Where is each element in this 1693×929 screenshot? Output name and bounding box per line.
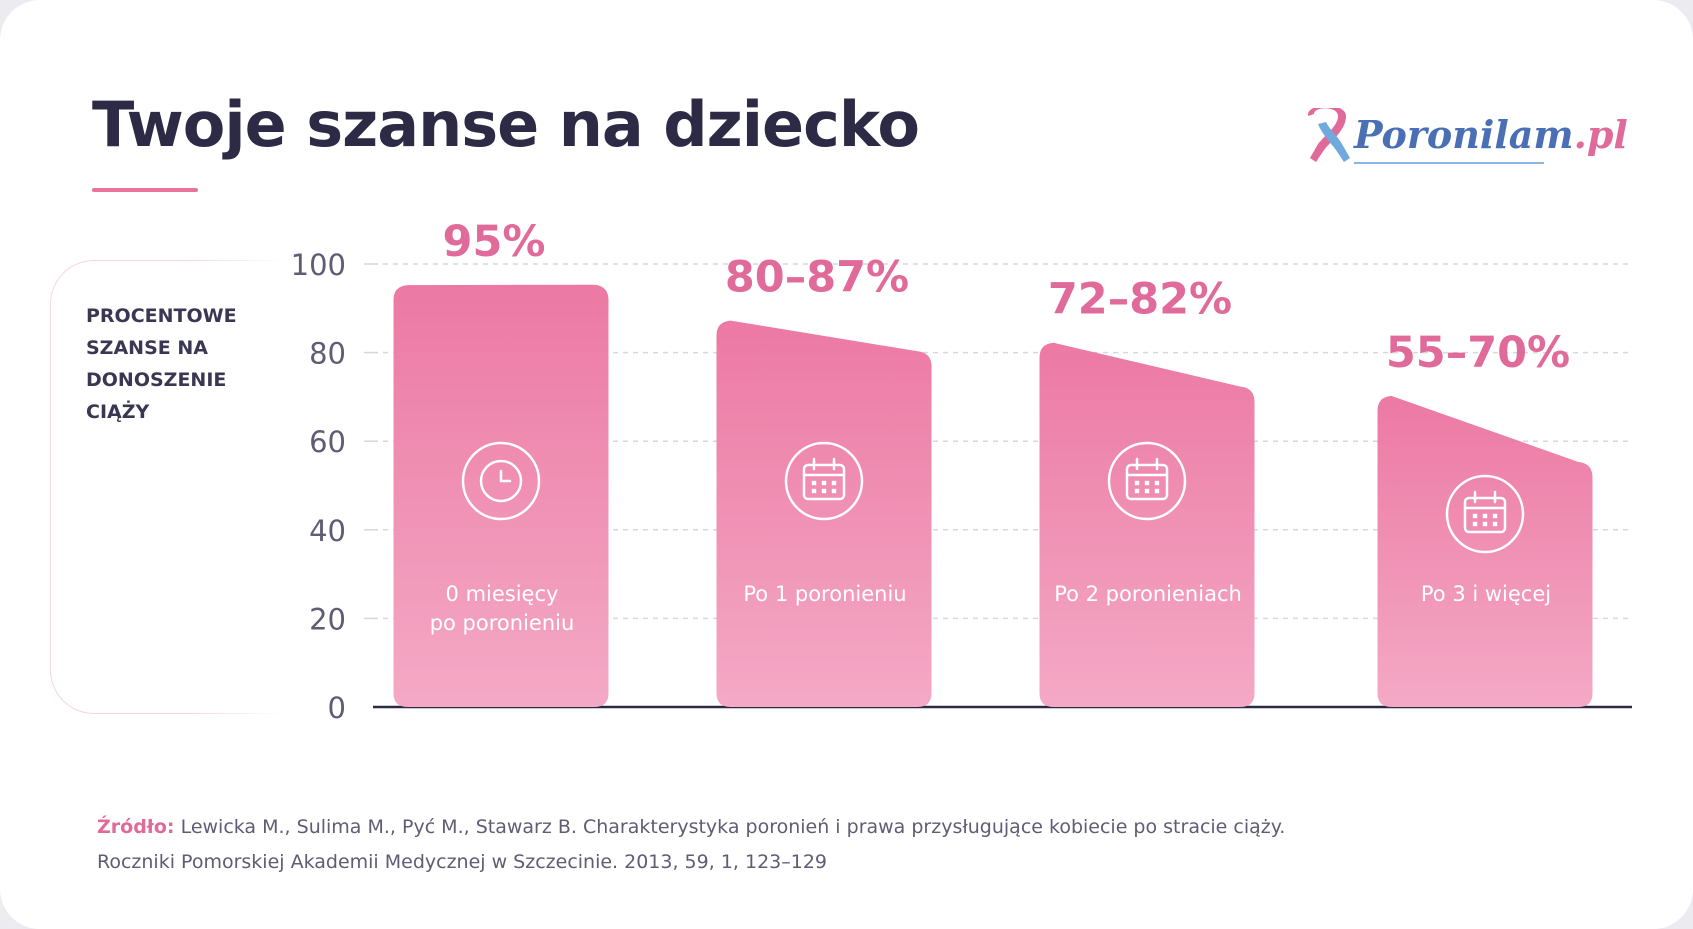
bar-chart: 0 20 40 60 80 100 95% 0 miesięcy po poronieniu 8…: [291, 217, 1632, 725]
logo[interactable]: Poronilam.pl: [1304, 108, 1628, 172]
title-underline: [92, 188, 198, 192]
category-label: Po 2 poronieniach: [1054, 582, 1242, 606]
calendar-icon: [1107, 441, 1187, 521]
y-tick-label: 0: [328, 691, 346, 725]
source-citation: Źródło: Lewicka M., Sulima M., Pyć M., S…: [97, 810, 1597, 880]
awareness-ribbon-icon: [1307, 108, 1350, 162]
data-label: 95%: [443, 217, 546, 267]
category-label: Po 1 poronieniu: [743, 582, 906, 606]
clock-icon: [461, 441, 541, 521]
logo-underline: [1354, 162, 1544, 164]
data-label: 80–87%: [725, 253, 909, 303]
category-label: Po 3 i więcej: [1421, 582, 1551, 606]
bar: [393, 284, 609, 707]
calendar-icon: [1445, 474, 1525, 554]
bar: [716, 320, 932, 707]
page-title: Twoje szanse na dziecko: [92, 88, 920, 161]
y-tick-label: 40: [309, 514, 346, 548]
logo-text: Poronilam.pl: [1354, 112, 1628, 157]
y-axis-label: PROCENTOWE SZANSE NA DONOSZENIE CIĄŻY: [86, 305, 237, 423]
category-label: 0 miesięcy: [446, 582, 559, 606]
bar: [1039, 342, 1255, 707]
y-tick-label: 20: [309, 602, 346, 636]
y-tick-label: 100: [291, 248, 346, 282]
source-line-1: Źródło: Lewicka M., Sulima M., Pyć M., S…: [97, 816, 1286, 838]
data-label: 55–70%: [1386, 328, 1570, 378]
source-label: Źródło:: [97, 816, 175, 838]
y-axis-label-frame: [50, 259, 302, 715]
y-tick-label: 80: [309, 337, 346, 371]
category-label: po poronieniu: [430, 611, 575, 635]
y-tick-label: 60: [309, 425, 346, 459]
calendar-icon: [784, 441, 864, 521]
data-label: 72–82%: [1048, 275, 1232, 325]
source-line-2: Roczniki Pomorskiej Akademii Medycznej w…: [97, 851, 828, 873]
